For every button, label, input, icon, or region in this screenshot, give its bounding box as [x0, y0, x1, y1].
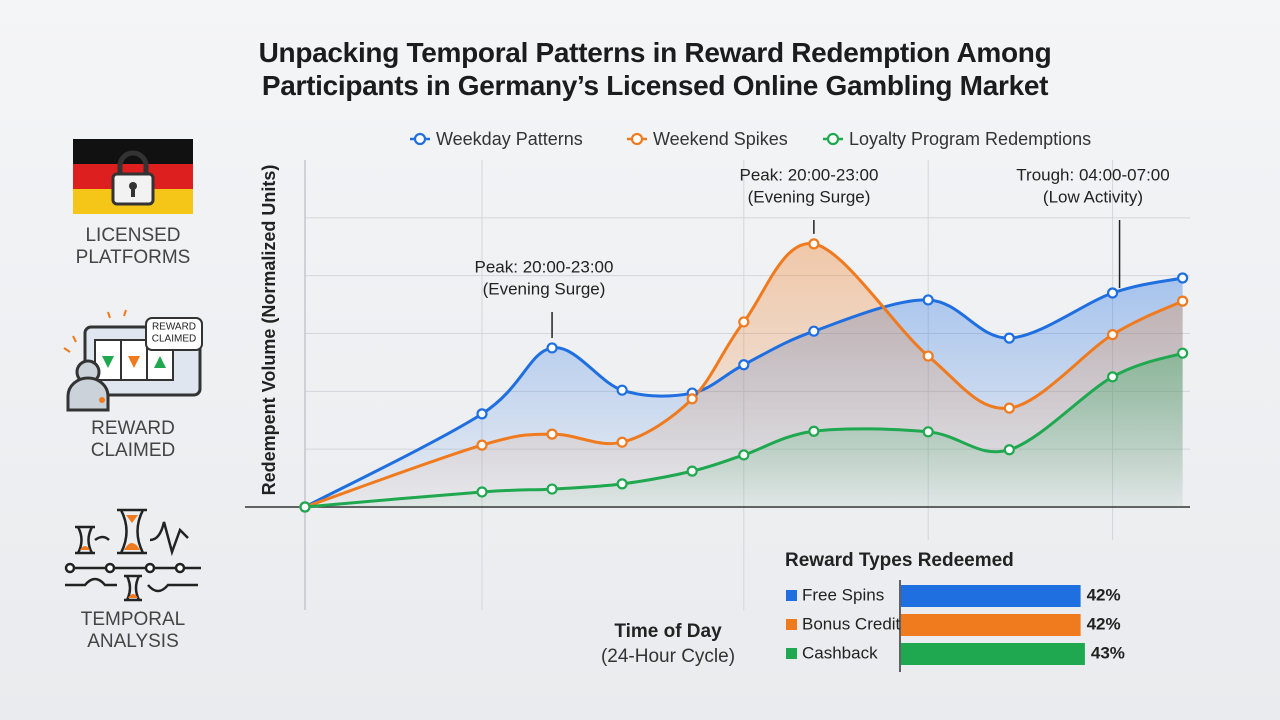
data-point — [808, 325, 820, 337]
annotation: Peak: 20:00-23:00 — [475, 257, 614, 276]
reward-icon — [63, 309, 203, 412]
sidebar-label: PLATFORMS — [76, 247, 191, 268]
data-point — [922, 294, 934, 306]
data-point — [476, 408, 488, 420]
legend-marker — [413, 132, 427, 146]
data-point — [546, 342, 558, 354]
flag-icon — [73, 139, 193, 214]
data-point — [922, 350, 934, 362]
inset-legend-square — [786, 648, 797, 659]
inset-value-label: 42% — [1087, 585, 1121, 604]
data-point — [686, 393, 698, 405]
inset-category: Bonus Credits — [802, 614, 909, 633]
annotation: (Evening Surge) — [483, 279, 606, 298]
data-point — [738, 449, 750, 461]
data-point — [476, 439, 488, 451]
inset-category: Free Spins — [802, 585, 884, 604]
annotation: Trough: 04:00-07:00 — [1016, 165, 1169, 184]
legend-marker — [630, 132, 644, 146]
data-point — [1106, 287, 1119, 299]
sidebar-label: CLAIMED — [91, 440, 175, 461]
sidebar-label: LICENSED — [85, 225, 180, 246]
inset-legend-square — [786, 619, 797, 630]
data-point — [616, 436, 628, 448]
annotation: (Evening Surge) — [748, 187, 871, 206]
y-axis-label: Redempent Volume (Normalized Units) — [259, 165, 279, 496]
data-point — [1106, 329, 1119, 341]
inset-category: Cashback — [802, 643, 878, 662]
data-point — [738, 359, 750, 371]
data-point — [1177, 295, 1189, 307]
chart-title: Unpacking Temporal Patterns in Reward Re… — [258, 37, 1052, 101]
data-point — [476, 486, 488, 498]
annotation: Peak: 20:00-23:00 — [740, 165, 879, 184]
data-point — [616, 478, 628, 490]
data-point — [299, 501, 311, 513]
inset-bar — [901, 585, 1081, 607]
data-point — [546, 428, 558, 440]
sidebar-label: ANALYSIS — [87, 631, 179, 652]
legend-label: Loyalty Program Redemptions — [849, 129, 1091, 149]
legend-marker — [826, 132, 840, 146]
legend-label: Weekend Spikes — [653, 129, 788, 149]
inset-bar — [901, 614, 1081, 636]
annotation: (Low Activity) — [1043, 187, 1143, 206]
data-point — [616, 384, 628, 396]
badge-text: CLAIMED — [152, 334, 196, 345]
data-point — [808, 238, 820, 250]
legend-label: Weekday Patterns — [436, 129, 583, 149]
data-point — [1177, 347, 1189, 359]
data-point — [1003, 402, 1015, 414]
data-point — [1003, 444, 1015, 456]
sidebar-label: REWARD — [91, 418, 175, 439]
inset-bar — [901, 643, 1085, 665]
data-point — [546, 483, 558, 495]
series-area — [305, 353, 1183, 507]
temporal-icon — [64, 508, 201, 602]
data-point — [1106, 371, 1119, 383]
x-axis-sublabel: (24-Hour Cycle) — [601, 646, 735, 667]
inset-legend-square — [786, 590, 797, 601]
data-point — [686, 465, 698, 477]
data-point — [808, 425, 820, 437]
data-point — [922, 426, 934, 438]
inset-value-label: 42% — [1087, 614, 1121, 633]
data-point — [738, 316, 750, 328]
data-point — [1003, 332, 1015, 344]
inset-title: Reward Types Redeemed — [785, 550, 1014, 571]
x-axis-label: Time of Day — [614, 621, 722, 642]
badge-text: REWARD — [152, 322, 196, 333]
sidebar-label: TEMPORAL — [81, 609, 186, 630]
data-point — [1177, 272, 1189, 284]
series-line — [304, 242, 1184, 509]
inset-value-label: 43% — [1091, 643, 1125, 662]
